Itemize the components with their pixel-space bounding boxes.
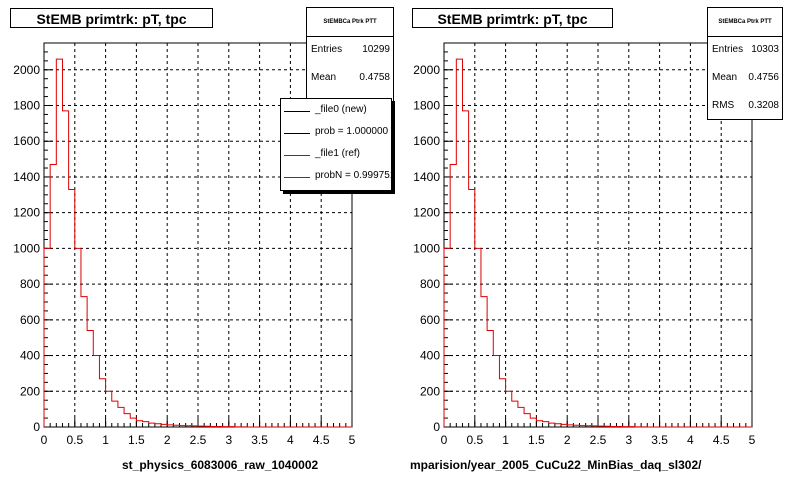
legend-swatch-prob [284,133,310,134]
left-y-tick-label: 600 [20,313,40,327]
left-y-tick-label: 1200 [13,206,40,220]
right-stats-mean-label: Mean [712,72,738,83]
left-y-tick-label: 2000 [13,63,40,77]
left-legend: _file0 (new) prob = 1.000000 _file1 (ref… [280,98,392,191]
right-stats-box: StEMBCa Ptrk PTT Entries 10303 Mean 0.47… [707,7,783,120]
legend-label-probn: probN = 0.999751 [315,170,392,181]
left-x-tick-label: 1.5 [128,433,145,447]
left-x-tick-label: 0.5 [66,433,83,447]
right-y-tick-label: 2000 [413,63,440,77]
right-histogram-series [443,58,752,428]
right-y-tick-label: 800 [420,277,440,291]
legend-entry-prob: prob = 1.000000 [281,123,391,143]
legend-swatch-probn [284,177,310,178]
left-stats-mean-value: 0.4758 [359,72,390,83]
right-stats-mean-value: 0.4756 [748,72,779,83]
right-stats-rms-row: RMS 0.3208 [712,100,779,111]
right-x-tick-label: 1.5 [528,433,545,447]
left-y-tick-label: 1000 [13,241,40,255]
right-y-tick-label: 200 [420,384,440,398]
left-x-tick-label: 0 [41,433,48,447]
left-x-tick-label: 4.5 [313,433,330,447]
right-stats-entries-value: 10303 [751,44,779,55]
left-x-tick-label: 3.5 [251,433,268,447]
left-y-tick-label: 1600 [13,134,40,148]
right-y-tick-label: 600 [420,313,440,327]
right-x-tick-label: 2 [564,433,571,447]
right-chart-title: StEMB primtrk: pT, tpc [412,8,613,28]
legend-swatch-file0 [284,111,310,112]
left-x-tick-label: 5 [349,433,356,447]
left-x-tick-label: 4 [287,433,294,447]
left-stats-mean-label: Mean [311,72,337,83]
right-x-tick-label: 0.5 [466,433,483,447]
legend-entry-probn: probN = 0.999751 [281,167,391,187]
left-y-tick-label: 400 [20,349,40,363]
right-x-tick-label: 3 [625,433,632,447]
left-y-tick-label: 1800 [13,99,40,113]
left-y-tick-label: 200 [20,384,40,398]
left-stats-entries-label: Entries [311,44,343,55]
right-y-tick-label: 400 [420,349,440,363]
left-stats-title: StEMBCa Ptrk PTT [307,8,393,37]
legend-label-file1: _file1 (ref) [315,148,361,159]
left-stats-mean-row: Mean 0.4758 [311,72,390,83]
left-stats-entries-value: 10299 [362,44,390,55]
right-x-axis-label: mparision/year_2005_CuCu22_MinBias_daq_s… [410,458,702,472]
right-y-tick-label: 1800 [413,99,440,113]
right-x-tick-label: 5 [749,433,756,447]
left-x-axis-label: st_physics_6083006_raw_1040002 [122,458,319,472]
left-x-tick-label: 3 [225,433,232,447]
right-y-tick-label: 1400 [413,170,440,184]
legend-label-file0: _file0 (new) [315,104,367,115]
right-x-tick-label: 4.5 [713,433,730,447]
legend-label-prob: prob = 1.000000 [315,126,389,137]
left-x-tick-label: 1 [102,433,109,447]
right-x-tick-label: 0 [441,433,448,447]
right-x-tick-label: 4 [687,433,694,447]
left-y-tick-label: 800 [20,277,40,291]
left-chart-title: StEMB primtrk: pT, tpc [10,8,213,28]
left-y-tick-label: 1400 [13,170,40,184]
right-x-tick-label: 2.5 [590,433,607,447]
right-stats-title: StEMBCa Ptrk PTT [708,8,782,37]
right-y-tick-label: 1000 [413,241,440,255]
left-y-tick-label: 0 [33,420,40,434]
right-stats-entries-row: Entries 10303 [712,44,779,55]
legend-swatch-file1 [284,155,310,156]
right-y-tick-label: 0 [433,420,440,434]
right-y-tick-label: 1600 [413,134,440,148]
left-stats-box: StEMBCa Ptrk PTT Entries 10299 Mean 0.47… [306,7,394,113]
left-stats-entries-row: Entries 10299 [311,44,390,55]
right-stats-rms-value: 0.3208 [748,100,779,111]
left-x-tick-label: 2.5 [190,433,207,447]
right-stats-rms-label: RMS [712,100,735,111]
right-y-tick-label: 1200 [413,206,440,220]
legend-entry-file1: _file1 (ref) [281,145,391,165]
right-x-tick-label: 1 [502,433,509,447]
right-x-tick-label: 3.5 [651,433,668,447]
right-stats-entries-label: Entries [712,44,744,55]
legend-entry-file0: _file0 (new) [281,101,391,121]
right-stats-mean-row: Mean 0.4756 [712,72,779,83]
left-histogram-series [43,58,352,428]
left-x-tick-label: 2 [164,433,171,447]
